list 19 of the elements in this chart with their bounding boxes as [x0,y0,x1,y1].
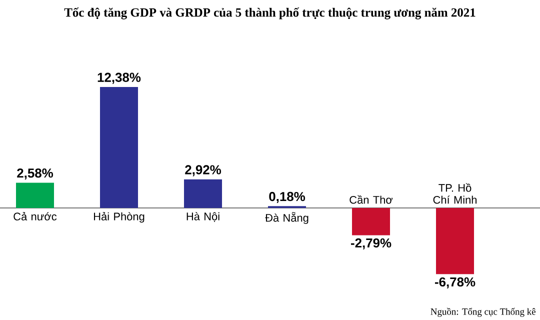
x-tick-label: Hải Phòng [94,212,144,223]
chart-title: Tốc độ tăng GDP và GRDP của 5 thành phố trực thuộc trung ương năm 2021 [64,8,476,20]
x-tick-label: Cần Thơ [350,195,393,204]
bar [100,87,138,208]
text: Nguồn: Tổng cục Thống kê [430,308,536,317]
x-tick-label: Hà Nội [186,212,220,222]
data-label: 12,38% [98,72,141,84]
bar [184,179,222,208]
data-label: -2,79% [350,238,392,250]
data-label: 0,18% [269,192,306,203]
x-tick-label: Đà Nẵng [265,212,308,224]
x-tick-label: TP. Hồ Chí Minh [433,183,477,204]
data-label: -6,78% [434,277,476,288]
bar [436,208,474,274]
bar [352,208,390,236]
bar [16,182,54,208]
data-label: 2,92% [185,165,222,176]
data-label: 2,58% [17,168,54,180]
x-tick-label: Cả nước [14,212,57,220]
